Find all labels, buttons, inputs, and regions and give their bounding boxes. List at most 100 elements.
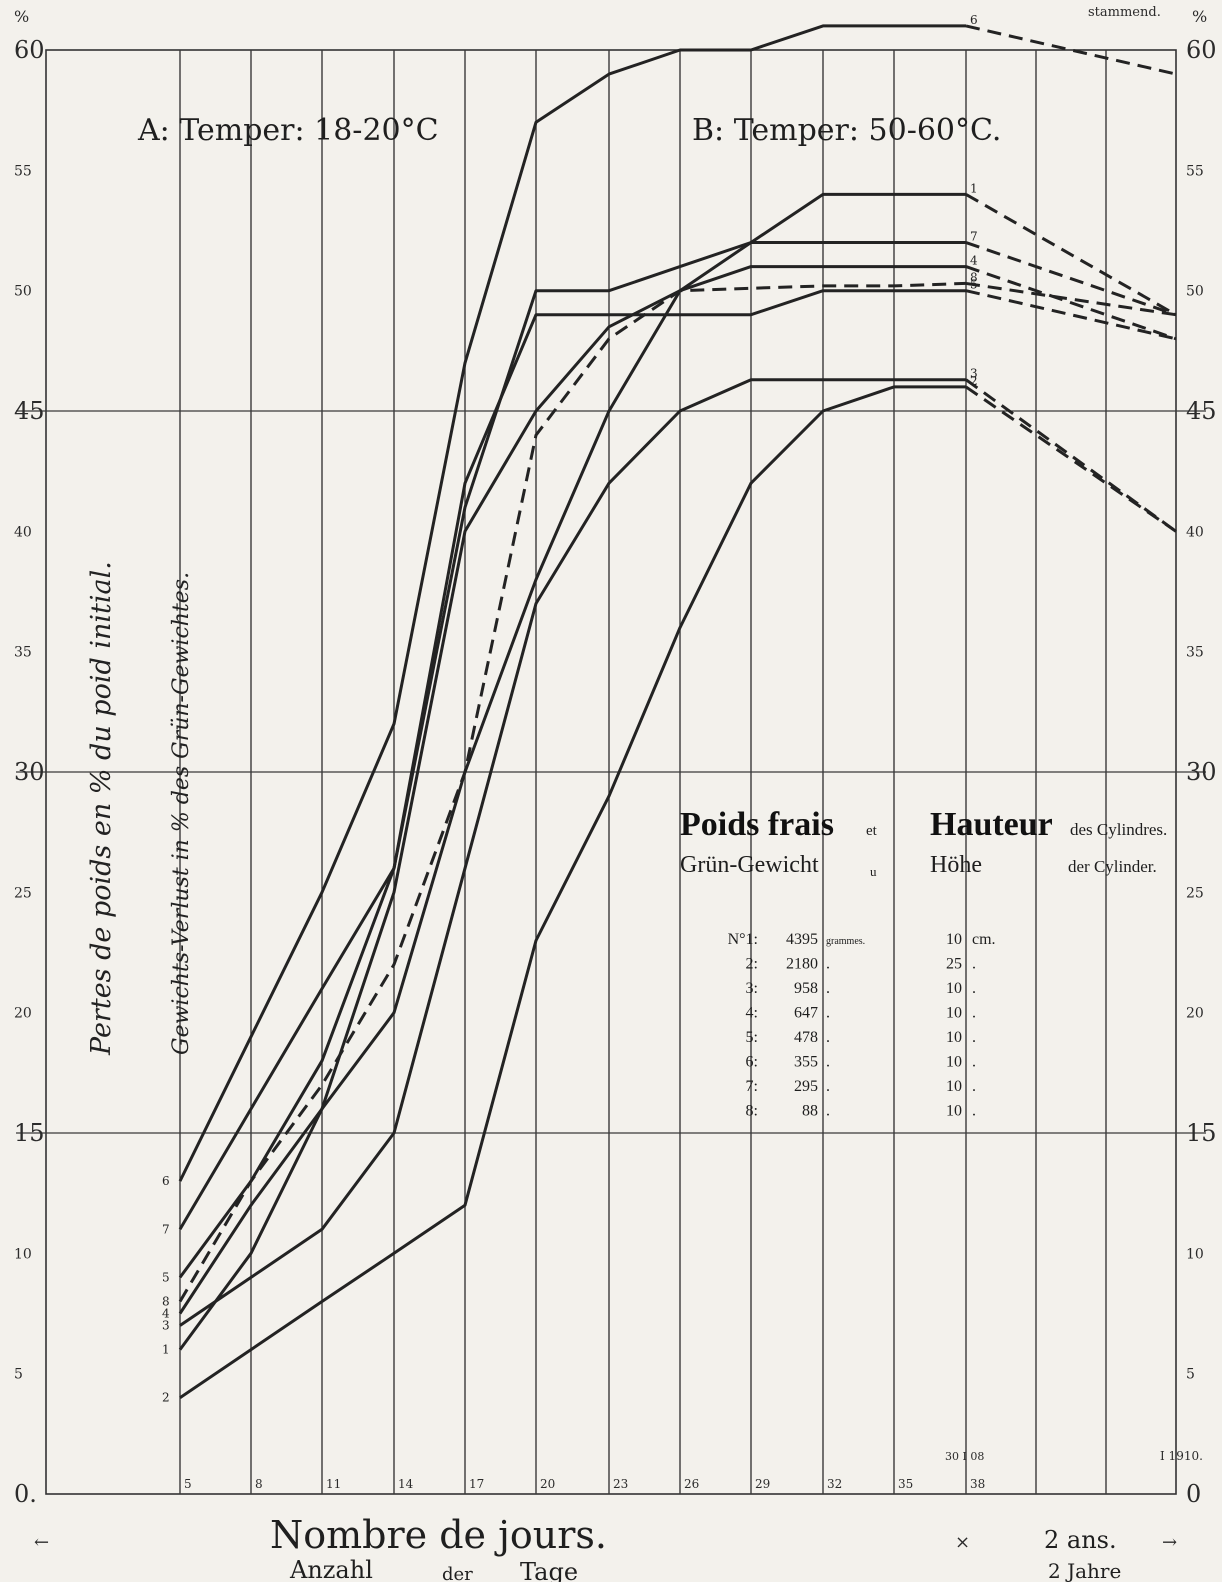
ytick-left-10: 10 <box>14 1246 32 1262</box>
legend-row-no-6: 6: <box>746 1054 758 1071</box>
legend-row-no-4: 4: <box>746 1005 758 1022</box>
legend-row-weight-7: 295 <box>794 1078 818 1095</box>
annotation-b: B: Temper: 50-60°C. <box>692 113 1001 148</box>
arrow-left: ← <box>34 1532 49 1553</box>
series-extension-7 <box>965 241 1177 317</box>
right-series-label-8: 8 <box>970 270 978 284</box>
legend-row-hunit-1: cm. <box>972 931 996 948</box>
right-series-label-5: 5 <box>970 278 978 292</box>
legend-row-weight-3: 958 <box>794 980 818 997</box>
arrow-right: → <box>1162 1532 1177 1553</box>
legend-row-height-7: 10 <box>946 1078 962 1095</box>
ytick-right-50: 50 <box>1186 284 1204 300</box>
legend-row-unit-2: . <box>826 956 830 973</box>
ytick-left-30: 30 <box>14 758 45 786</box>
series-line-4 <box>178 265 966 1315</box>
legend-row-no-7: 7: <box>746 1078 758 1095</box>
xtick-23: 23 <box>613 1477 628 1491</box>
series-extension-6 <box>965 24 1177 76</box>
xtick-20: 20 <box>540 1477 555 1491</box>
legend-head-fr-et: et <box>866 823 878 839</box>
xtick-38: 38 <box>970 1477 985 1491</box>
legend-row-unit-8: . <box>826 1103 830 1120</box>
right-series-label-2: 2 <box>970 374 978 388</box>
legend-row-weight-5: 478 <box>794 1029 818 1046</box>
ytick-right-20: 20 <box>1186 1006 1204 1022</box>
series-line-6 <box>178 24 966 1182</box>
right-series-label-4: 4 <box>970 254 978 268</box>
ytick-left-55: 55 <box>14 163 32 179</box>
left-series-label-5: 5 <box>162 1270 170 1284</box>
ytick-right-35: 35 <box>1186 645 1204 661</box>
ytick-left-35: 35 <box>14 645 32 661</box>
series-extension-3 <box>965 378 1177 533</box>
legend-row-no-1: N°1: <box>728 931 758 948</box>
xlabel-de-1: Anzahl <box>289 1556 373 1582</box>
ylabel-fr: Pertes de poids en % du poid initial. <box>86 561 117 1056</box>
ytick-left-45: 45 <box>14 397 45 425</box>
series-extension-8 <box>965 281 1177 317</box>
legend-row-height-8: 10 <box>946 1103 962 1120</box>
y-unit-left: % <box>14 7 29 26</box>
xtick-11: 11 <box>326 1477 341 1491</box>
series-line-2 <box>179 385 966 1399</box>
legend-row-height-3: 10 <box>946 980 962 997</box>
date-left: 30 I 08 <box>945 1450 984 1463</box>
xtick-2ans: 2 ans. <box>1044 1526 1117 1554</box>
series-extension-5 <box>965 289 1177 341</box>
ytick-left-50: 50 <box>14 284 32 300</box>
left-series-label-6: 6 <box>162 1174 170 1188</box>
legend-row-hunit-5: . <box>972 1029 976 1046</box>
legend-head-fr-2: Hauteur <box>930 806 1053 843</box>
legend-row-height-5: 10 <box>946 1029 962 1046</box>
legend-head-de-2: Höhe <box>930 852 982 878</box>
xtick-2jahre: 2 Jahre <box>1048 1559 1121 1582</box>
legend-row-unit-6: . <box>826 1054 830 1071</box>
ylabel-de: Gewichts-Verlust in % des Grün-Gewichtes… <box>169 572 194 1055</box>
legend-head-de-1: Grün-Gewicht <box>680 852 819 878</box>
series-line-7 <box>178 241 966 1231</box>
ytick-right-55: 55 <box>1186 163 1204 179</box>
ytick-right-0: 0 <box>1186 1480 1201 1508</box>
legend-head-fr-1: Poids frais <box>680 806 834 843</box>
ytick-right-5: 5 <box>1186 1367 1195 1383</box>
series-extension-1 <box>965 193 1177 317</box>
ytick-right-45: 45 <box>1186 397 1217 425</box>
xtick-29: 29 <box>755 1477 770 1491</box>
series-extension-4 <box>965 265 1177 341</box>
legend-row-hunit-4: . <box>972 1005 976 1022</box>
ytick-right-40: 40 <box>1186 524 1204 540</box>
ytick-left-25: 25 <box>14 885 32 901</box>
right-series-label-1: 1 <box>970 181 978 195</box>
legend-row-weight-1: 4395 <box>786 931 818 948</box>
x-mark: × <box>955 1532 970 1553</box>
legend-row-unit-4: . <box>826 1005 830 1022</box>
legend-row-weight-6: 355 <box>794 1054 818 1071</box>
legend-row-weight-4: 647 <box>794 1005 818 1022</box>
legend-row-hunit-6: . <box>972 1054 976 1071</box>
left-series-label-3: 3 <box>162 1319 170 1333</box>
legend-row-no-5: 5: <box>746 1029 758 1046</box>
xlabel-de-2: der <box>442 1564 473 1582</box>
xlabel-fr: Nombre de jours. <box>270 1513 607 1557</box>
legend-row-weight-2: 2180 <box>786 956 818 973</box>
legend-row-height-2: 25 <box>946 956 962 973</box>
xtick-17: 17 <box>469 1477 484 1491</box>
series-line-3 <box>179 378 966 1327</box>
legend-row-height-1: 10 <box>946 931 962 948</box>
ytick-right-60: 60 <box>1186 36 1217 64</box>
ytick-right-30: 30 <box>1186 758 1217 786</box>
legend-row-no-2: 2: <box>746 956 758 973</box>
ytick-right-25: 25 <box>1186 885 1204 901</box>
legend-row-hunit-8: . <box>972 1103 976 1120</box>
xtick-32: 32 <box>827 1477 842 1491</box>
ytick-left-0: 0. <box>14 1480 37 1508</box>
legend-row-height-4: 10 <box>946 1005 962 1022</box>
legend-row-no-8: 8: <box>746 1103 758 1120</box>
legend-row-hunit-2: . <box>972 956 976 973</box>
legend-row-hunit-3: . <box>972 980 976 997</box>
series-layer <box>178 24 1177 1399</box>
